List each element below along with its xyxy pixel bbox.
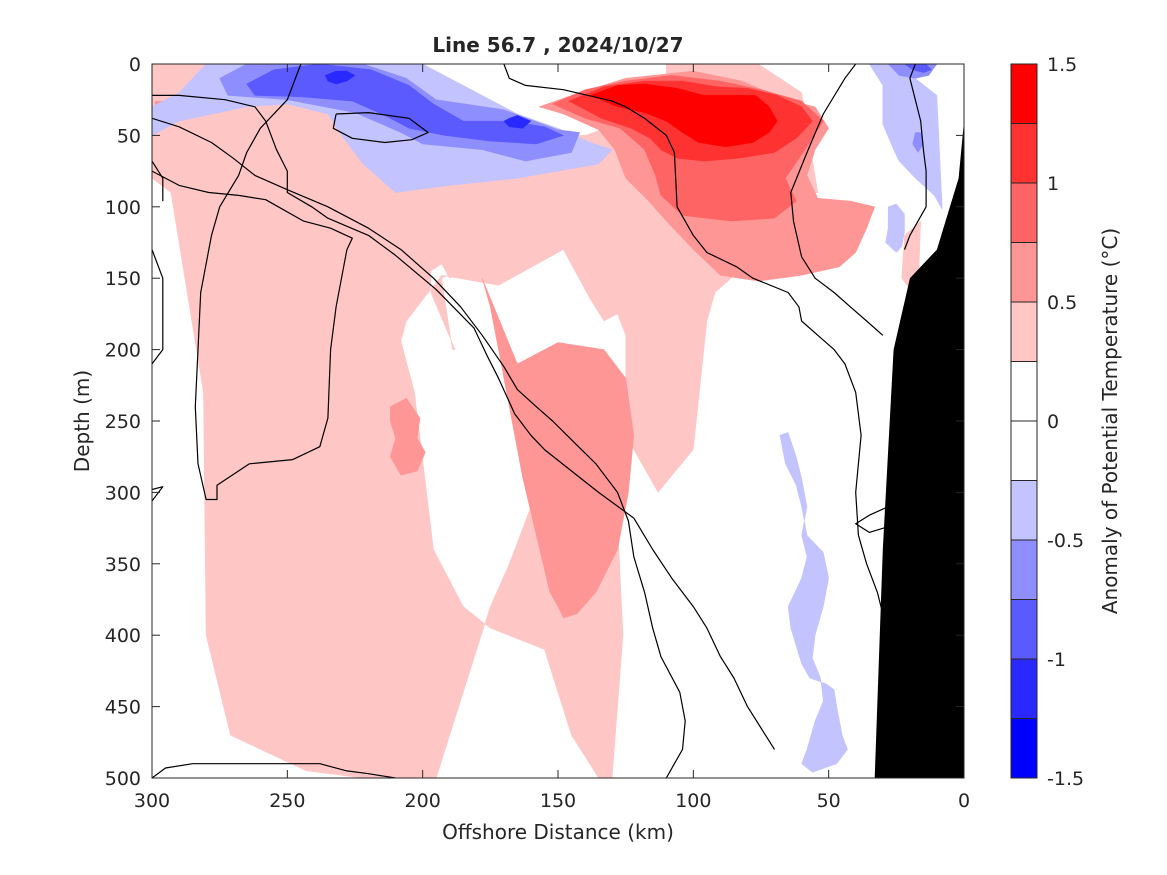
zero-contour-7 (152, 763, 396, 778)
y-tick-label: 250 (105, 411, 141, 433)
y-tick-label: 300 (105, 482, 141, 504)
zero-contour-1 (152, 94, 776, 750)
y-axis: 0 50 100 150 200 250 300 350 400 450 500 (105, 54, 964, 790)
colorbar-tick-label: 1 (1047, 173, 1059, 195)
colorbar-tick-label: -1 (1047, 649, 1066, 671)
y-tick-label: 100 (105, 197, 141, 219)
x-axis-label: Offshore Distance (km) (442, 820, 674, 844)
colorbar-swatch-4 (1011, 480, 1037, 540)
anomaly-region-18 (503, 115, 532, 129)
colorbar-swatch-1 (1011, 659, 1037, 719)
bathymetry-layer (874, 121, 964, 778)
zero-contour-2 (152, 64, 353, 501)
colorbar-swatch-7 (1011, 302, 1037, 362)
anomaly-region-17 (324, 70, 356, 85)
colorbar-swatch-3 (1011, 540, 1037, 600)
x-tick-label: 150 (540, 790, 576, 812)
anomaly-region-21 (904, 64, 932, 73)
x-tick-label: 100 (675, 790, 711, 812)
zero-contour-8 (152, 117, 686, 778)
zero-contour-layer (152, 64, 938, 778)
anomaly-region-24 (779, 432, 848, 773)
seafloor-bathymetry (874, 121, 964, 778)
colorbar-tick-label: 1.5 (1047, 54, 1077, 76)
zero-contour-0 (152, 160, 164, 202)
colorbar-tick-label: -0.5 (1047, 530, 1084, 552)
chart-title: Line 56.7 , 2024/10/27 (432, 33, 683, 57)
colorbar-label: Anomaly of Potential Temperature (°C) (1098, 228, 1122, 614)
x-tick-label: 0 (958, 790, 970, 812)
anomaly-region-7 (590, 83, 778, 148)
zero-contour-3 (152, 249, 164, 365)
zero-contour-5 (503, 64, 938, 778)
y-tick-label: 0 (129, 54, 141, 76)
anomaly-region-16 (246, 64, 564, 145)
colorbar-swatch-2 (1011, 599, 1037, 659)
y-tick-label: 350 (105, 554, 141, 576)
x-tick-label: 250 (269, 790, 305, 812)
x-tick-label: 50 (817, 790, 841, 812)
zero-contour-4 (152, 486, 164, 502)
colorbar-swatch-5 (1011, 421, 1037, 481)
y-tick-label: 400 (105, 625, 141, 647)
anomaly-region-10 (395, 212, 423, 225)
anomaly-region-3 (389, 397, 426, 476)
colorbar-swatch-6 (1011, 361, 1037, 421)
y-tick-label: 50 (117, 125, 141, 147)
y-axis-label: Depth (m) (70, 370, 94, 472)
y-tick-label: 500 (105, 768, 141, 790)
y-tick-label: 150 (105, 268, 141, 290)
contour-fill-layer (152, 64, 943, 778)
colorbar-frame (1010, 63, 1038, 779)
anomaly-region-22 (912, 132, 924, 153)
colorbar-tick-label: 0 (1047, 411, 1059, 433)
x-tick-label: 300 (134, 790, 170, 812)
colorbar-swatch-0 (1011, 718, 1037, 778)
anomaly-region-23 (885, 203, 905, 253)
x-axis: 300 250 200 150 100 50 0 (134, 64, 970, 812)
zero-contour-10 (903, 64, 927, 250)
zero-contour-9 (790, 64, 884, 336)
y-tick-label: 450 (105, 697, 141, 719)
anomaly-region-2 (481, 277, 635, 619)
colorbar-tick-label: 0.5 (1047, 292, 1077, 314)
colorbar-swatch-11 (1011, 64, 1037, 124)
colorbar-tick-label: -1.5 (1047, 768, 1084, 790)
zero-contour-6 (332, 111, 429, 144)
colorbar-swatch-10 (1011, 123, 1037, 183)
x-tick-label: 200 (405, 790, 441, 812)
anomaly-region-13 (208, 420, 315, 607)
colorbar-swatch-8 (1011, 242, 1037, 302)
y-tick-label: 200 (105, 340, 141, 362)
zero-contour-11 (855, 506, 889, 534)
colorbar: -1.5 -1 -0.5 0 0.5 1 1.5 (1010, 54, 1084, 790)
colorbar-swatch-9 (1011, 183, 1037, 243)
plot-area: 300 250 200 150 100 50 0 050100150200250300350… (105, 54, 970, 812)
